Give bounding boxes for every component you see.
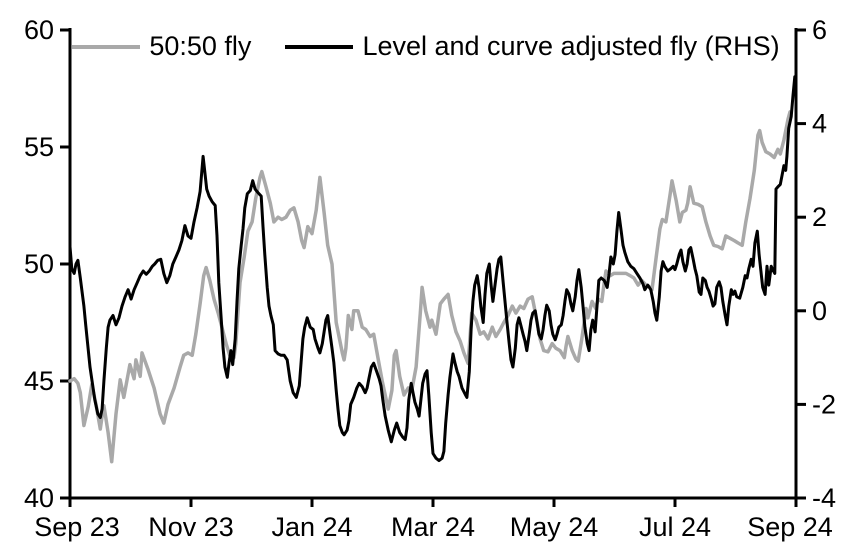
svg-text:50: 50 <box>24 249 54 279</box>
svg-text:2: 2 <box>812 202 827 232</box>
svg-text:60: 60 <box>24 15 54 45</box>
svg-text:Mar 24: Mar 24 <box>391 512 475 542</box>
series-line-0 <box>68 110 792 464</box>
legend-label-5050-fly: 50:50 fly <box>149 31 252 61</box>
series-lines <box>68 75 797 464</box>
legend-item-5050-fly: 50:50 fly <box>72 31 251 62</box>
svg-text:40: 40 <box>24 483 54 513</box>
legend-label-adjusted-fly: Level and curve adjusted fly (RHS) <box>362 31 780 61</box>
axis-tick-labels: 60 55 50 45 40 6 4 2 0 -2 -4 Sep 23 Nov 23 Jan 24 Mar … <box>24 15 836 542</box>
svg-text:-2: -2 <box>812 389 836 419</box>
svg-text:Sep 24: Sep 24 <box>747 512 833 542</box>
svg-text:Sep 23: Sep 23 <box>34 512 120 542</box>
svg-text:Jan 24: Jan 24 <box>271 512 352 542</box>
svg-text:45: 45 <box>24 366 54 396</box>
axes <box>60 28 806 507</box>
black-line-swatch <box>285 44 354 49</box>
svg-text:Nov 23: Nov 23 <box>148 512 234 542</box>
svg-text:6: 6 <box>812 15 827 45</box>
svg-text:May 24: May 24 <box>510 512 599 542</box>
series-line-1 <box>68 75 797 463</box>
chart-legend: 50:50 fly Level and curve adjusted fly (… <box>0 31 852 62</box>
svg-text:Jul 24: Jul 24 <box>639 512 711 542</box>
gray-line-swatch <box>72 44 141 49</box>
svg-text:-4: -4 <box>812 483 836 513</box>
svg-text:4: 4 <box>812 109 827 139</box>
svg-text:0: 0 <box>812 296 827 326</box>
legend-item-adjusted-fly: Level and curve adjusted fly (RHS) <box>285 31 780 62</box>
svg-text:55: 55 <box>24 132 54 162</box>
